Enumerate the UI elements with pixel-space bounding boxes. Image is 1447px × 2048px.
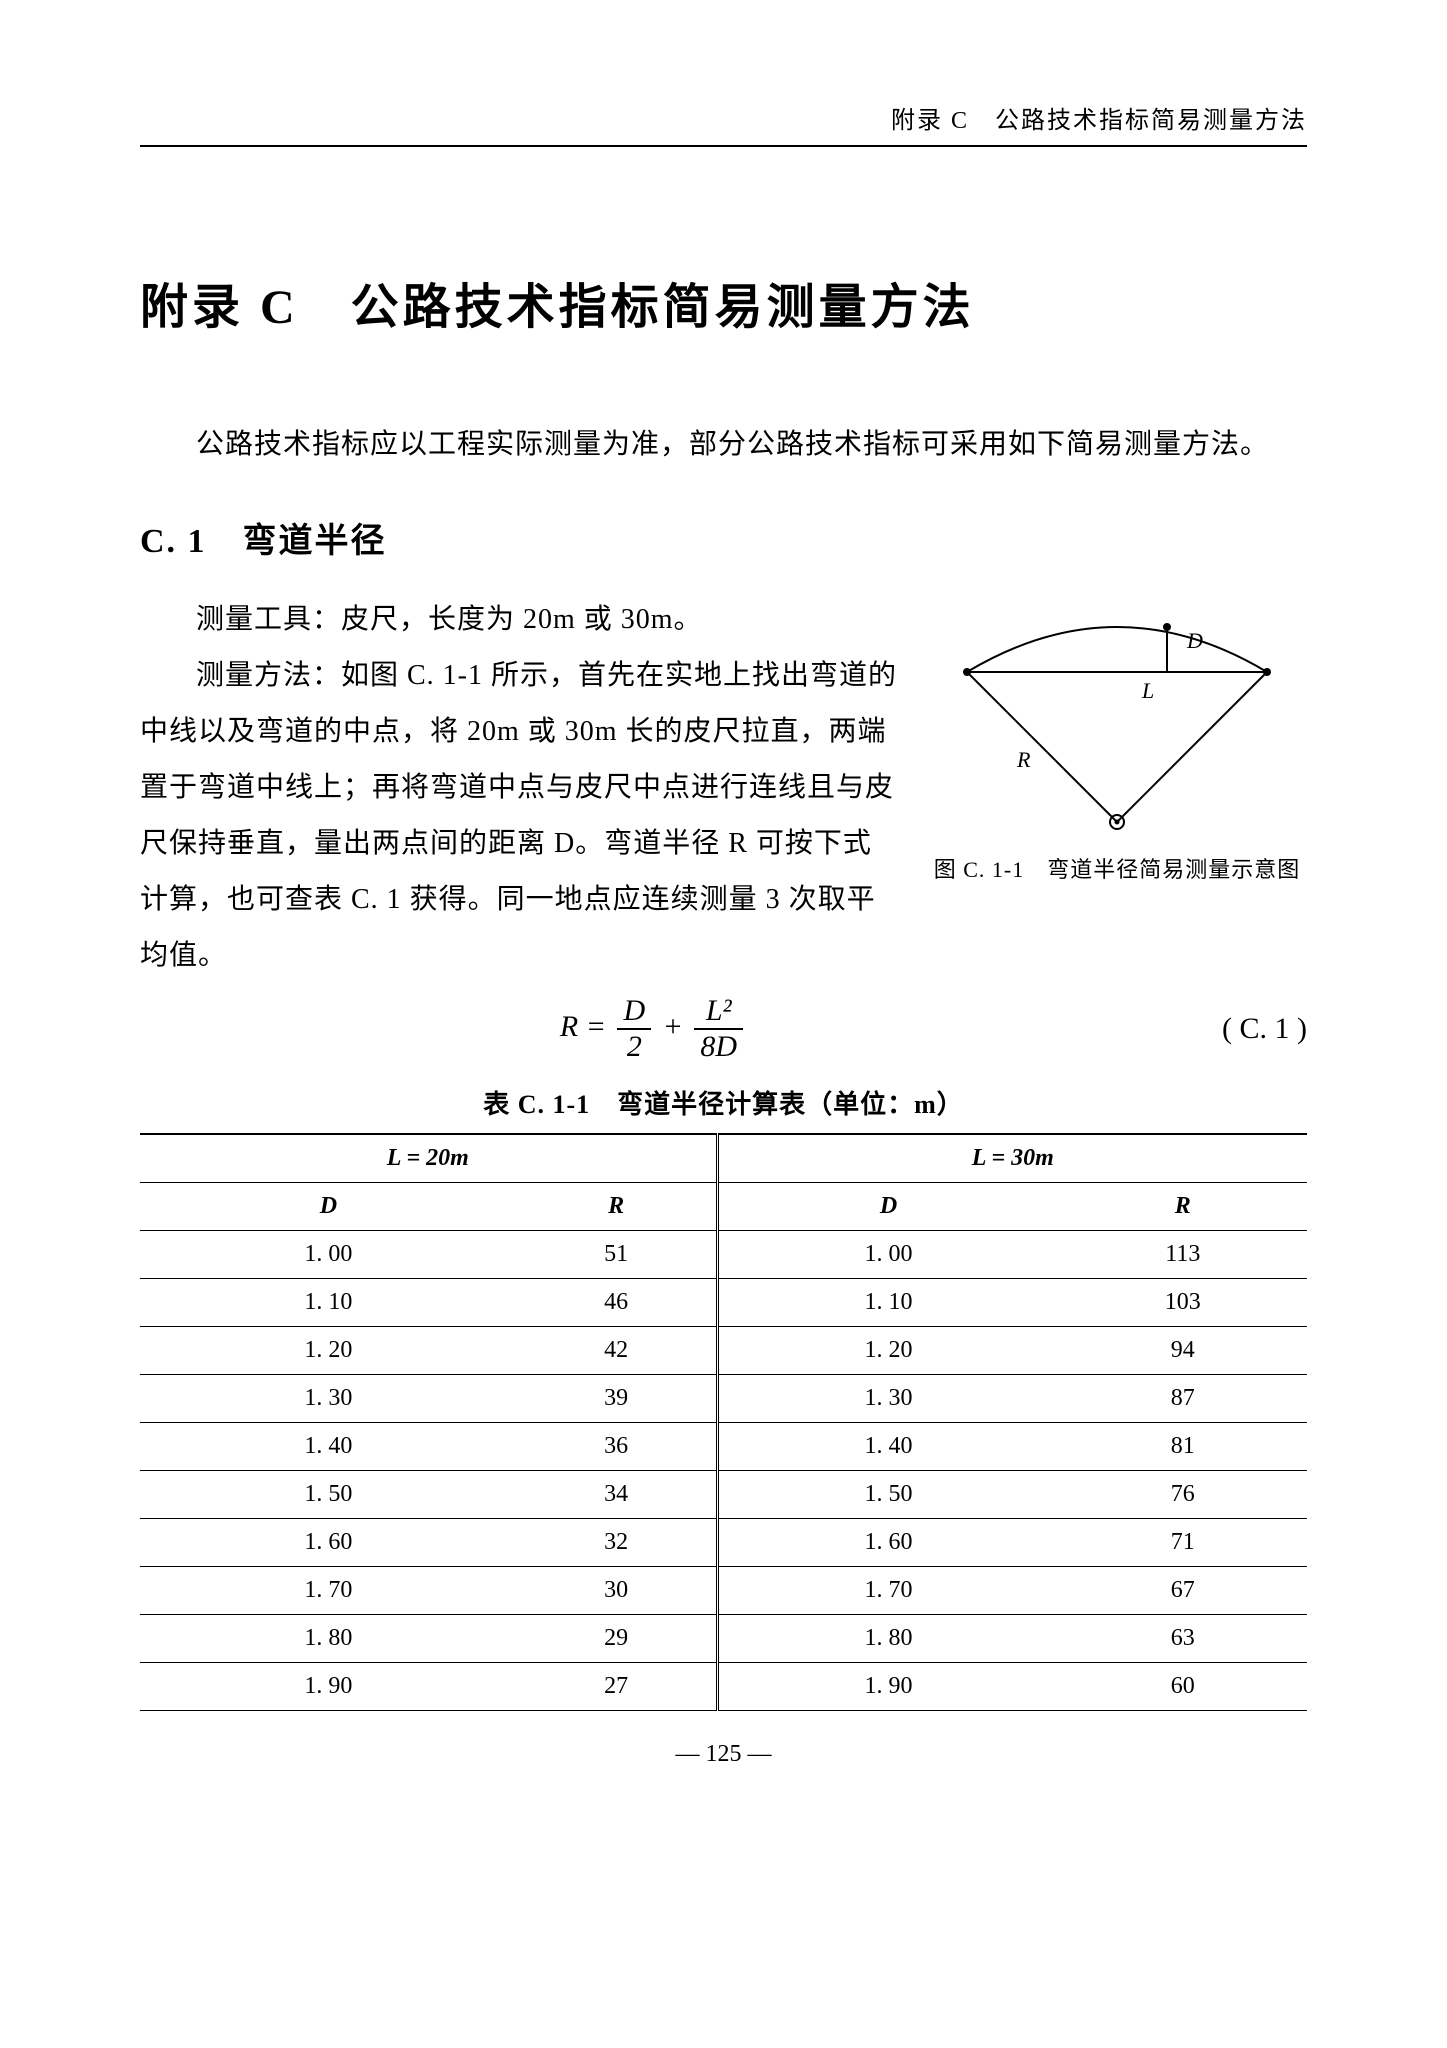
cell-D-right: 1. 20 [717,1327,1059,1375]
table-row: 1. 20421. 2094 [140,1327,1307,1375]
section-heading: C. 1 弯道半径 [140,513,1307,562]
equation-number: ( C. 1 ) [1167,1012,1307,1046]
table-row: 1. 90271. 9060 [140,1663,1307,1711]
cell-D-left: 1. 00 [140,1231,517,1279]
cell-R-right: 60 [1059,1663,1307,1711]
cell-D-right: 1. 80 [717,1615,1059,1663]
table-caption: 表 C. 1-1 弯道半径计算表（单位：m） [140,1084,1307,1121]
cell-R-right: 87 [1059,1375,1307,1423]
cell-R-right: 71 [1059,1519,1307,1567]
table-row: 1. 60321. 6071 [140,1519,1307,1567]
table-body: 1. 00511. 001131. 10461. 101031. 20421. … [140,1231,1307,1711]
page-title: 附录 C 公路技术指标简易测量方法 [140,267,1307,337]
eq-frac1-den: 2 [617,1030,651,1064]
cell-D-right: 1. 00 [717,1231,1059,1279]
cell-D-left: 1. 90 [140,1663,517,1711]
cell-R-left: 46 [517,1279,717,1327]
figure-label-D: D [1186,628,1203,653]
cell-R-left: 42 [517,1327,717,1375]
cell-D-left: 1. 20 [140,1327,517,1375]
eq-plus: + [663,1010,683,1043]
col-D-right: D [717,1183,1059,1231]
eq-lhs: R [560,1010,578,1043]
intro-paragraph: 公路技术指标应以工程实际测量为准，部分公路技术指标可采用如下简易测量方法。 [140,417,1307,473]
cell-D-right: 1. 30 [717,1375,1059,1423]
figure-label-L: L [1141,678,1154,703]
cell-R-right: 103 [1059,1279,1307,1327]
cell-R-right: 63 [1059,1615,1307,1663]
cell-R-left: 39 [517,1375,717,1423]
cell-R-right: 94 [1059,1327,1307,1375]
cell-D-right: 1. 10 [717,1279,1059,1327]
cell-R-right: 76 [1059,1471,1307,1519]
eq-frac2-num: L² [694,994,743,1030]
cell-D-left: 1. 70 [140,1567,517,1615]
figure: D L R 图 C. 1-1 弯道半径简易测量示意图 [927,592,1307,884]
cell-R-left: 36 [517,1423,717,1471]
radius-table: L = 20m L = 30m D R D R 1. 00511. 001131… [140,1133,1307,1711]
cell-D-right: 1. 60 [717,1519,1059,1567]
eq-frac2: L² 8D [694,994,743,1064]
cell-R-left: 51 [517,1231,717,1279]
cell-R-left: 29 [517,1615,717,1663]
running-head: 附录 C 公路技术指标简易测量方法 [140,100,1307,147]
cell-R-left: 32 [517,1519,717,1567]
eq-frac1-num: D [617,994,651,1030]
table-row: 1. 10461. 10103 [140,1279,1307,1327]
table-row: 1. 70301. 7067 [140,1567,1307,1615]
cell-R-right: 81 [1059,1423,1307,1471]
col-R-right: R [1059,1183,1307,1231]
cell-D-right: 1. 50 [717,1471,1059,1519]
table-row: 1. 30391. 3087 [140,1375,1307,1423]
cell-D-left: 1. 30 [140,1375,517,1423]
eq-equals: = [586,1010,606,1043]
eq-frac2-den: 8D [694,1030,743,1064]
cell-R-right: 67 [1059,1567,1307,1615]
cell-D-left: 1. 50 [140,1471,517,1519]
table-header-L30: L = 30m [717,1134,1307,1183]
cell-D-left: 1. 40 [140,1423,517,1471]
eq-frac1: D 2 [617,994,651,1064]
body-p2: 测量方法：如图 C. 1-1 所示，首先在实地上找出弯道的中线以及弯道的中点，将… [140,648,897,984]
cell-D-right: 1. 70 [717,1567,1059,1615]
cell-D-left: 1. 10 [140,1279,517,1327]
equation-expression: R = D 2 + L² 8D [140,994,1167,1064]
curve-diagram-svg: D L R [937,592,1297,842]
figure-label-R: R [1016,747,1031,772]
cell-D-left: 1. 60 [140,1519,517,1567]
table-row: 1. 80291. 8063 [140,1615,1307,1663]
col-D-left: D [140,1183,517,1231]
table-row: 1. 50341. 5076 [140,1471,1307,1519]
cell-R-left: 34 [517,1471,717,1519]
cell-D-left: 1. 80 [140,1615,517,1663]
page: 附录 C 公路技术指标简易测量方法 附录 C 公路技术指标简易测量方法 公路技术… [0,0,1447,2048]
cell-R-left: 27 [517,1663,717,1711]
table-row: 1. 00511. 00113 [140,1231,1307,1279]
cell-D-right: 1. 90 [717,1663,1059,1711]
table-header-L20: L = 20m [140,1134,717,1183]
table-header-cols-row: D R D R [140,1183,1307,1231]
body-text: 测量工具：皮尺，长度为 20m 或 30m。 测量方法：如图 C. 1-1 所示… [140,592,897,984]
page-number: — 125 — [140,1741,1307,1768]
col-R-left: R [517,1183,717,1231]
cell-R-right: 113 [1059,1231,1307,1279]
figure-caption: 图 C. 1-1 弯道半径简易测量示意图 [927,852,1307,884]
body-p1: 测量工具：皮尺，长度为 20m 或 30m。 [140,592,897,648]
equation: R = D 2 + L² 8D ( C. 1 ) [140,994,1307,1064]
table-header-group-row: L = 20m L = 30m [140,1134,1307,1183]
table-row: 1. 40361. 4081 [140,1423,1307,1471]
body-row: 测量工具：皮尺，长度为 20m 或 30m。 测量方法：如图 C. 1-1 所示… [140,592,1307,984]
cell-D-right: 1. 40 [717,1423,1059,1471]
cell-R-left: 30 [517,1567,717,1615]
